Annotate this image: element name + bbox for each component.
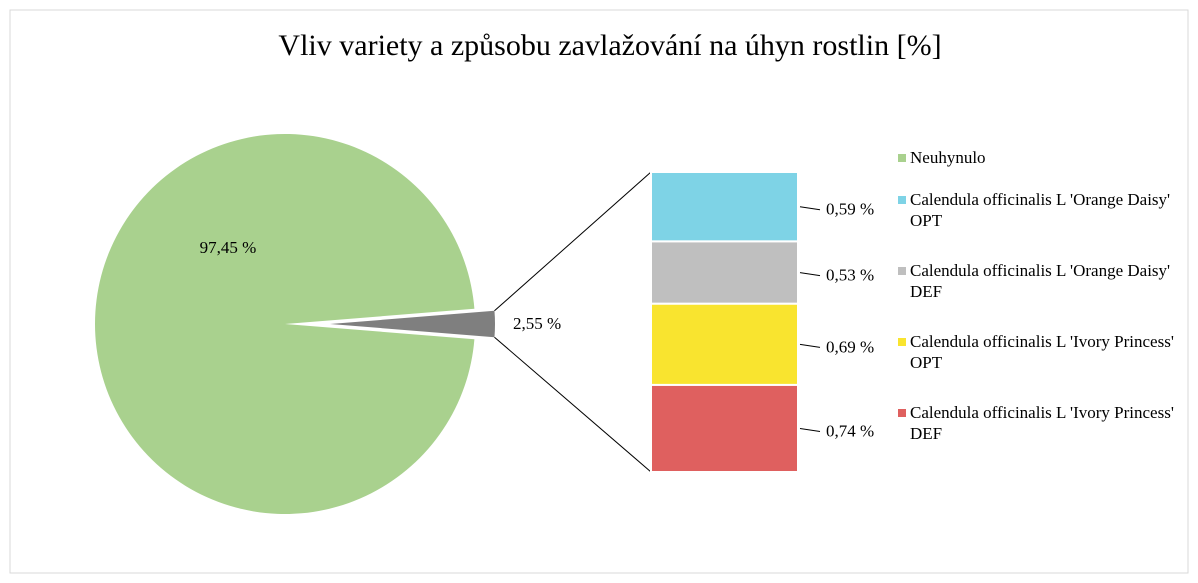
leader-line	[799, 206, 821, 211]
legend-label: Calendula officinalis L 'Ivory Princess'…	[910, 403, 1174, 443]
legend-entry: Calendula officinalis L 'Ivory Princess'…	[898, 331, 1195, 373]
chart-title: Vliv variety a způsobu zavlažování na úh…	[278, 29, 941, 62]
legend-label: Calendula officinalis L 'Ivory Princess'…	[910, 332, 1174, 372]
leader-line	[799, 343, 821, 348]
bar-segment	[650, 302, 799, 386]
legend-label: Calendula officinalis L 'Orange Daisy' O…	[910, 190, 1171, 230]
pie-value-label: 97,45 %	[200, 238, 257, 257]
bar-value-label: 0,74 %	[826, 421, 874, 440]
bar-segment	[650, 240, 799, 305]
legend-label: Neuhynulo	[910, 148, 986, 167]
legend-swatch	[898, 338, 906, 346]
legend-swatch	[898, 154, 906, 162]
legend-entry: Neuhynulo	[898, 147, 1195, 168]
legend-entry: Calendula officinalis L 'Orange Daisy' D…	[898, 260, 1195, 302]
pie-slice	[330, 310, 496, 338]
leader-line	[799, 272, 821, 277]
bar-value-label: 0,59 %	[826, 200, 874, 219]
connector-line	[494, 336, 652, 473]
pie-slice	[95, 134, 475, 515]
connector-line	[494, 171, 652, 312]
bar-value-label: 0,69 %	[826, 337, 874, 356]
legend-label: Calendula officinalis L 'Orange Daisy' D…	[910, 261, 1171, 301]
legend-swatch	[898, 267, 906, 275]
legend-entry: Calendula officinalis L 'Orange Daisy' O…	[898, 189, 1195, 231]
legend-swatch	[898, 196, 906, 204]
leader-line	[799, 427, 821, 432]
bar-segment	[650, 171, 799, 243]
legend-swatch	[898, 409, 906, 417]
bar-value-label: 0,53 %	[826, 265, 874, 284]
legend-entry: Calendula officinalis L 'Ivory Princess'…	[898, 402, 1195, 444]
pie-value-label: 2,55 %	[513, 314, 561, 333]
bar-segment	[650, 383, 799, 473]
